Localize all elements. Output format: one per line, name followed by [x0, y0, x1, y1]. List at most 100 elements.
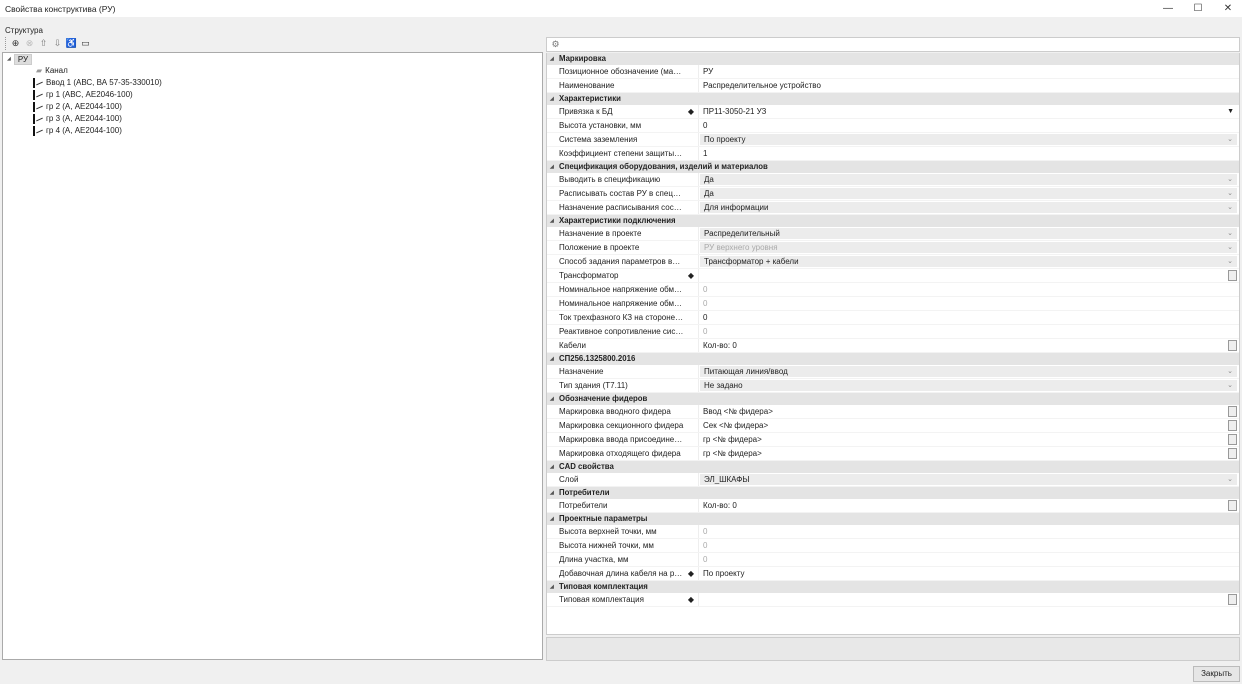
- ellipsis-button[interactable]: [1228, 270, 1237, 281]
- property-row[interactable]: Высота верхней точки, мм 0: [547, 525, 1239, 539]
- tree-node[interactable]: гр 2 (А, АЕ2044-100): [33, 101, 122, 113]
- dropdown-arrow-icon[interactable]: ▼: [1227, 108, 1234, 115]
- property-row[interactable]: Номинальное напряжение обмотки ВН,... 0: [547, 283, 1239, 297]
- property-value[interactable]: 0: [699, 119, 1239, 132]
- property-value[interactable]: Кол-во: 0: [699, 339, 1239, 352]
- property-value[interactable]: Распределительное устройство: [699, 79, 1239, 92]
- property-value[interactable]: 0: [699, 283, 1239, 296]
- property-row[interactable]: Ток трехфазного КЗ на стороне ВН, кА 0: [547, 311, 1239, 325]
- property-value[interactable]: ЭЛ_ШКАФЫ ⌄: [700, 474, 1237, 485]
- properties-icon[interactable]: ♿: [65, 38, 78, 48]
- property-value[interactable]: По проекту ⌄: [700, 134, 1237, 145]
- property-row[interactable]: Маркировка ввода присоединений гр <№ фиде…: [547, 433, 1239, 447]
- property-row[interactable]: Типовая комплектация ◆: [547, 593, 1239, 607]
- property-value[interactable]: гр <№ фидера>: [699, 447, 1239, 460]
- property-row[interactable]: Наименование Распределительное устройство: [547, 79, 1239, 93]
- property-value[interactable]: [699, 269, 1239, 282]
- property-value[interactable]: Не задано ⌄: [700, 380, 1237, 391]
- property-value[interactable]: 0: [699, 297, 1239, 310]
- property-row[interactable]: Потребители Кол-во: 0: [547, 499, 1239, 513]
- chevron-down-icon[interactable]: ⌄: [1227, 368, 1233, 375]
- property-row[interactable]: Высота нижней точки, мм 0: [547, 539, 1239, 553]
- property-row[interactable]: Расписывать состав РУ в спецификации Да ⌄: [547, 187, 1239, 201]
- property-value[interactable]: РУ верхнего уровня ⌄: [700, 242, 1237, 253]
- property-value[interactable]: гр <№ фидера>: [699, 433, 1239, 446]
- chevron-down-icon[interactable]: ⌄: [1227, 230, 1233, 237]
- tree-root[interactable]: ◢ РУ: [7, 53, 33, 65]
- ellipsis-button[interactable]: [1228, 448, 1237, 459]
- tree-node[interactable]: Ввод 1 (АВС, ВА 57-35-330010): [33, 77, 162, 89]
- grid-section[interactable]: Характеристики: [547, 93, 1239, 105]
- chevron-down-icon[interactable]: ⌄: [1227, 190, 1233, 197]
- settings-icon[interactable]: ⚙: [551, 39, 560, 49]
- property-value[interactable]: Для информации ⌄: [700, 202, 1237, 213]
- grid-section[interactable]: Спецификация оборудования, изделий и мат…: [547, 161, 1239, 173]
- property-value[interactable]: 0: [699, 525, 1239, 538]
- property-value[interactable]: 0: [699, 325, 1239, 338]
- maximize-button[interactable]: ☐: [1193, 3, 1203, 14]
- tree-node[interactable]: гр 4 (А, АЕ2044-100): [33, 125, 122, 137]
- move-down-icon[interactable]: ⇩: [53, 38, 62, 48]
- property-row[interactable]: Кабели Кол-во: 0: [547, 339, 1239, 353]
- property-row[interactable]: Слой ЭЛ_ШКАФЫ ⌄: [547, 473, 1239, 487]
- property-value[interactable]: Сек <№ фидера>: [699, 419, 1239, 432]
- property-row[interactable]: Маркировка секционного фидера Сек <№ фиде…: [547, 419, 1239, 433]
- chevron-down-icon[interactable]: ⌄: [1227, 244, 1233, 251]
- chevron-down-icon[interactable]: ⌄: [1227, 258, 1233, 265]
- property-row[interactable]: Трансформатор ◆: [547, 269, 1239, 283]
- expand-icon[interactable]: ◢: [7, 56, 11, 62]
- property-value[interactable]: Кол-во: 0: [699, 499, 1239, 512]
- ellipsis-button[interactable]: [1228, 594, 1237, 605]
- property-value[interactable]: Питающая линия/ввод ⌄: [700, 366, 1237, 377]
- property-value[interactable]: [699, 593, 1239, 606]
- property-row[interactable]: Высота установки, мм 0: [547, 119, 1239, 133]
- chevron-down-icon[interactable]: ⌄: [1227, 382, 1233, 389]
- property-row[interactable]: Положение в проекте РУ верхнего уровня ⌄: [547, 241, 1239, 255]
- close-window-button[interactable]: ✕: [1223, 3, 1233, 14]
- grid-section[interactable]: Типовая комплектация: [547, 581, 1239, 593]
- property-value[interactable]: 0: [699, 311, 1239, 324]
- tree-node[interactable]: гр 1 (АВС, АЕ2046-100): [33, 89, 133, 101]
- property-value[interactable]: Распределительный ⌄: [700, 228, 1237, 239]
- chevron-down-icon[interactable]: ⌄: [1227, 176, 1233, 183]
- grid-section[interactable]: Маркировка: [547, 53, 1239, 65]
- grid-section[interactable]: Потребители: [547, 487, 1239, 499]
- property-value[interactable]: Да ⌄: [700, 188, 1237, 199]
- property-row[interactable]: Выводить в спецификацию Да ⌄: [547, 173, 1239, 187]
- remove-icon[interactable]: ⊗: [25, 38, 34, 48]
- property-value[interactable]: РУ: [699, 65, 1239, 78]
- property-value[interactable]: Да ⌄: [700, 174, 1237, 185]
- property-value[interactable]: 0: [699, 539, 1239, 552]
- property-row[interactable]: Система заземления По проекту ⌄: [547, 133, 1239, 147]
- property-row[interactable]: Способ задания параметров вышестоя... Тра…: [547, 255, 1239, 269]
- chevron-down-icon[interactable]: ⌄: [1227, 204, 1233, 211]
- property-value[interactable]: 1: [699, 147, 1239, 160]
- property-row[interactable]: Реактивное сопротивление системы Хс... 0: [547, 325, 1239, 339]
- ellipsis-button[interactable]: [1228, 500, 1237, 511]
- ellipsis-button[interactable]: [1228, 340, 1237, 351]
- property-row[interactable]: Назначение в проекте Распределительный ⌄: [547, 227, 1239, 241]
- property-value[interactable]: ПР11-3050-21 УЗ ▼: [699, 105, 1239, 118]
- add-icon[interactable]: ⊕: [11, 38, 20, 48]
- property-value[interactable]: Ввод <№ фидера>: [699, 405, 1239, 418]
- property-row[interactable]: Привязка к БД ◆ ПР11-3050-21 УЗ ▼: [547, 105, 1239, 119]
- property-row[interactable]: Тип здания (Т7.11) Не задано ⌄: [547, 379, 1239, 393]
- property-value[interactable]: Трансформатор + кабели ⌄: [700, 256, 1237, 267]
- property-value[interactable]: По проекту: [699, 567, 1239, 580]
- tree-node[interactable]: гр 3 (А, АЕ2044-100): [33, 113, 122, 125]
- ellipsis-button[interactable]: [1228, 434, 1237, 445]
- property-value[interactable]: 0: [699, 553, 1239, 566]
- property-row[interactable]: Маркировка вводного фидера Ввод <№ фидера…: [547, 405, 1239, 419]
- chevron-down-icon[interactable]: ⌄: [1227, 476, 1233, 483]
- property-row[interactable]: Добавочная длина кабеля на разд... ◆ По пр…: [547, 567, 1239, 581]
- property-row[interactable]: Позиционное обозначение (маркировка) РУ: [547, 65, 1239, 79]
- tree-node[interactable]: ▰ Канал: [33, 65, 68, 77]
- grid-section[interactable]: CAD свойства: [547, 461, 1239, 473]
- close-button[interactable]: Закрыть: [1193, 666, 1240, 682]
- grid-section[interactable]: СП256.1325800.2016: [547, 353, 1239, 365]
- chevron-down-icon[interactable]: ⌄: [1227, 136, 1233, 143]
- ellipsis-button[interactable]: [1228, 420, 1237, 431]
- property-row[interactable]: Назначение расписывания состава РУ Для ин…: [547, 201, 1239, 215]
- property-row[interactable]: Маркировка отходящего фидера гр <№ фидера…: [547, 447, 1239, 461]
- grid-section[interactable]: Обозначение фидеров: [547, 393, 1239, 405]
